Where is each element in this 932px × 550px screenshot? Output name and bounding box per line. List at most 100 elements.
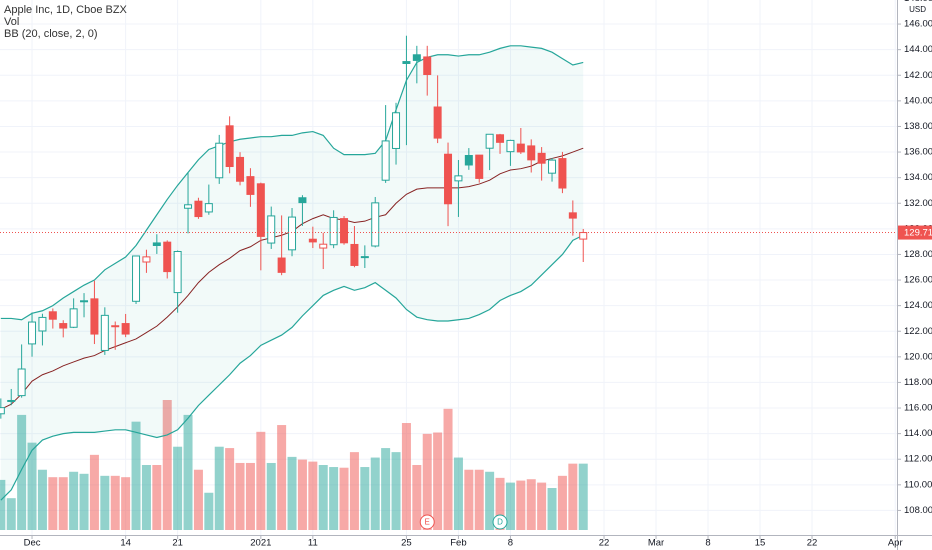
volume-bar [89,454,99,530]
volume-bar [453,457,463,530]
candle-body [340,218,349,244]
volume-bar [433,432,443,530]
candle-body [90,298,99,335]
y-tick-label: 142.00 [904,70,932,81]
volume-bar [308,461,318,530]
candle-body [288,216,297,251]
volume-bar [214,446,224,530]
volume-bar [391,452,401,530]
x-tick-label: 8 [705,538,710,549]
x-tick-label: 22 [807,538,818,549]
volume-bar [381,448,391,530]
candle-body [433,106,442,139]
candle-body [142,256,151,263]
candle-body [319,243,328,249]
candle-body [568,212,577,219]
volume-bar [204,492,214,530]
volume-bar [152,465,162,530]
volume-bar [100,475,110,530]
volume-bar [162,400,172,530]
volume-bar [173,446,183,530]
candle-body [464,155,473,166]
y-tick-label: 108.00 [904,505,932,516]
y-tick-label: 138.00 [904,121,932,132]
volume-bar [193,469,203,530]
volume-bar [464,469,474,530]
volume-bar [568,463,578,530]
candle-body [132,255,141,302]
y-tick-label: 114.00 [904,428,932,439]
candle-body [38,316,47,332]
volume-bar [578,463,588,530]
candle-body [402,61,411,64]
event-marker [492,514,508,530]
candle-body [371,202,380,247]
volume-bar [339,467,349,530]
candle-body [59,323,68,329]
volume-bar [547,488,557,530]
candle-body [329,216,338,246]
y-tick-label: 126.00 [904,275,932,286]
x-tick-label: 22 [599,538,610,549]
candle-body [163,241,172,273]
volume-bar [79,473,89,530]
volume-bar [141,465,151,530]
currency-label: USD [909,5,926,14]
candle-body [111,325,120,328]
volume-bar [495,477,505,530]
volume-bar [557,475,567,530]
volume-bar [505,482,515,530]
candle-body [100,314,109,351]
volume-bar [287,456,297,530]
chart-title: Apple Inc, 1D, Cboe BZX [4,4,128,16]
candle-body [485,133,494,149]
volume-bar [58,477,68,530]
y-tick-label: 128.00 [904,249,932,260]
volume-bar [235,462,245,530]
candle-body [256,183,265,237]
volume-bar [37,469,47,530]
event-label: E [425,518,430,527]
volume-bar [245,462,255,530]
candle-body [516,143,525,153]
candles [0,35,897,419]
candle-body [267,215,276,244]
x-tick-label: 15 [755,538,766,549]
volume-bar [277,425,287,530]
last-price-box [898,225,932,240]
candle-body [298,197,307,204]
x-tick-label: 11 [308,538,318,549]
candle-body [392,112,401,149]
x-tick-label: 14 [120,538,131,549]
volume-bar [443,408,453,530]
candle-body [506,139,515,153]
candle-body [184,204,193,209]
volume-bar [516,480,526,530]
candle-body [308,238,317,243]
candle-body [80,300,89,303]
y-tick-label: 120.00 [904,351,932,362]
volume-bar [370,457,380,530]
volume-bar [537,482,547,530]
candle-body [7,399,16,402]
volume-bar [422,433,432,530]
bb-fill [0,45,584,501]
candle-body [454,175,463,182]
x-tick-label: 2021 [250,538,271,549]
volume-bar [412,465,422,530]
candle-body [0,407,5,415]
x-tick-label: 8 [508,538,513,549]
bb-upper [0,45,584,321]
y-tick-label: 124.00 [904,300,932,311]
event-marker [419,514,435,530]
bb-lower [0,234,584,501]
x-tick-label: Apr [888,538,903,549]
y-tick-label: 122.00 [904,326,932,337]
volume-bar [6,498,16,530]
candle-body [423,56,432,75]
volume-bar [329,467,339,530]
candle-body [48,311,57,320]
y-tick-label: 132.00 [904,198,932,209]
